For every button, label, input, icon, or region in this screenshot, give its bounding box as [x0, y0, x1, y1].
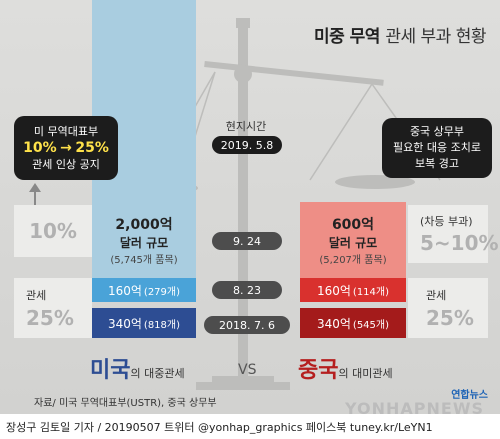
us-tariff-box: 관세 25%: [14, 278, 92, 338]
infographic-canvas: 미중 무역 관세 부과 현황 2,000억 달러 규모 (5,745개 품목) …: [0, 0, 500, 414]
vs-label: VS: [238, 362, 257, 378]
left-callout: 미 무역대표부 10% → 25% 관세 인상 공지: [14, 116, 118, 180]
page-title: 미중 무역 관세 부과 현황: [313, 27, 487, 47]
cn-tariff-box: 관세 25%: [408, 278, 488, 338]
us-segment-160: 160억 (279개): [92, 278, 196, 302]
local-time-label: 현지시간: [225, 120, 267, 133]
watermark: YONHAPNEWS: [345, 399, 484, 414]
source-text: 자료/ 미국 무역대표부(USTR), 중국 상무부: [34, 398, 217, 409]
date-pill-2018-7-6: 2018. 7. 6: [204, 316, 290, 334]
cn-tariff-pct-5-10: (차등 부과) 5~10%: [408, 205, 499, 263]
cn-segment-160: 160억 (114개): [300, 278, 406, 302]
date-pill-8-23: 8. 23: [212, 281, 282, 299]
us-segment-340: 340억 (818개): [92, 308, 196, 338]
date-pill-2019-5-8: 2019. 5.8: [212, 136, 282, 154]
cn-country-label: 중국의 대미관세: [298, 358, 393, 383]
yonhap-logo: 연합뉴스: [451, 390, 488, 401]
right-callout: 중국 상무부 필요한 대응 조치로 보복 경고: [382, 118, 492, 178]
cn-segment-340: 340억 (545개): [300, 308, 406, 338]
us-top-label: 2,000억 달러 규모 (5,745개 품목): [110, 217, 178, 266]
us-tariff-pct-10: 10%: [14, 205, 92, 257]
credit-footer: 장성구 김토일 기자 / 20190507 트위터 @yonhap_graphi…: [0, 414, 500, 439]
date-pill-9-24: 9. 24: [212, 232, 282, 250]
cn-tariff-bar-600: [300, 202, 406, 278]
us-country-label: 미국의 대중관세: [90, 358, 185, 383]
cn-top-label: 600억 달러 규모 (5,207개 품목): [319, 217, 387, 266]
